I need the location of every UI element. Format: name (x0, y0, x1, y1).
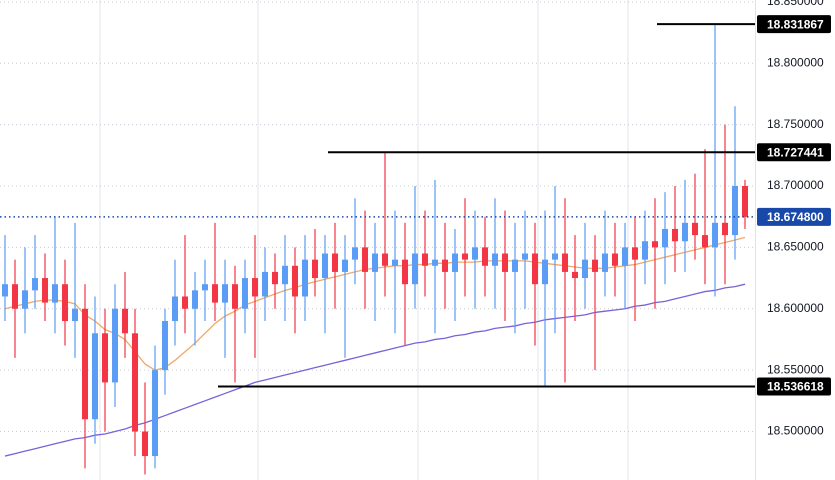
candle-body (102, 333, 108, 383)
level-label-box (757, 377, 831, 396)
candle-body (452, 253, 458, 272)
candle-body (592, 259, 598, 272)
candle-body (532, 253, 538, 285)
level-label: 18.831867 (767, 17, 824, 31)
candle-body (442, 259, 448, 272)
candle-body (32, 278, 38, 291)
candle-body (432, 259, 438, 266)
level-label: 18.536618 (767, 380, 824, 394)
candle-body (662, 228, 668, 248)
level-label-box (757, 143, 831, 162)
y-tick-label: 18.800000 (767, 55, 824, 69)
candle-body (222, 284, 228, 303)
candle-body (402, 259, 408, 285)
candle-body (42, 278, 48, 303)
last-price-box (757, 207, 831, 226)
y-tick-label: 18.500000 (767, 424, 824, 438)
candle-body (742, 185, 748, 217)
candle-body (502, 253, 508, 272)
candle-body (22, 290, 28, 309)
candle-body (722, 222, 728, 236)
candle-body (292, 265, 298, 297)
candle-body (2, 284, 8, 297)
candle-body (52, 284, 58, 303)
candle-body (492, 253, 498, 266)
candle-body (92, 333, 98, 420)
last-price-label: 18.674800 (767, 210, 824, 224)
y-tick-label: 18.850000 (767, 0, 824, 8)
candle-body (512, 259, 518, 272)
candle-body (262, 271, 268, 297)
candle-body (202, 284, 208, 291)
candle-body (542, 259, 548, 285)
candle-body (232, 284, 238, 309)
candle-body (302, 259, 308, 297)
candle-body (252, 278, 258, 297)
candle-body (62, 284, 68, 322)
candle-body (422, 253, 428, 266)
level-label-box (757, 15, 831, 34)
candle-body (112, 308, 118, 383)
candle-body (552, 253, 558, 260)
candle-body (332, 253, 338, 272)
candle-body (712, 222, 718, 248)
y-tick-label: 18.700000 (767, 178, 824, 192)
y-tick-label: 18.650000 (767, 240, 824, 254)
candle-body (732, 185, 738, 236)
candle-body (462, 253, 468, 260)
candle-body (672, 228, 678, 242)
candle-body (352, 247, 358, 260)
candle-body (412, 253, 418, 285)
candle-body (132, 333, 138, 432)
candle-body (392, 259, 398, 266)
candle-body (182, 296, 188, 309)
candle-body (152, 370, 158, 457)
candle-body (362, 247, 368, 272)
candle-body (612, 253, 618, 266)
candle-body (212, 284, 218, 303)
candle-body (522, 253, 528, 260)
candle-body (582, 259, 588, 279)
candle-body (642, 241, 648, 260)
candle-body (482, 247, 488, 266)
y-tick-label: 18.600000 (767, 301, 824, 315)
candle-body (12, 284, 18, 309)
candle-body (562, 253, 568, 272)
candle-body (382, 253, 388, 266)
y-tick-label: 18.750000 (767, 117, 824, 131)
candle-body (242, 278, 248, 309)
candle-body (122, 308, 128, 334)
candle-body (602, 253, 608, 272)
moving-average-line (4, 283, 746, 457)
candle-body (322, 253, 328, 279)
candle-body (272, 271, 278, 285)
candle-body (282, 265, 288, 285)
candle-body (622, 247, 628, 266)
candle-body (172, 296, 178, 322)
level-label: 18.727441 (767, 145, 824, 159)
candle-body (72, 308, 78, 322)
candle-body (472, 247, 478, 260)
candle-body (572, 271, 578, 279)
candle-body (312, 259, 318, 279)
candle-body (372, 253, 378, 272)
candle-body (82, 308, 88, 420)
candle-body (652, 241, 658, 248)
candle-body (162, 321, 168, 371)
candle-body (702, 235, 708, 248)
candle-body (682, 222, 688, 242)
candle-body (142, 431, 148, 457)
candle-body (192, 290, 198, 309)
y-tick-label: 18.550000 (767, 362, 824, 376)
vertical-grid (99, 0, 629, 480)
candle-body (632, 247, 638, 260)
candle-body (692, 222, 698, 236)
candle-body (342, 259, 348, 272)
